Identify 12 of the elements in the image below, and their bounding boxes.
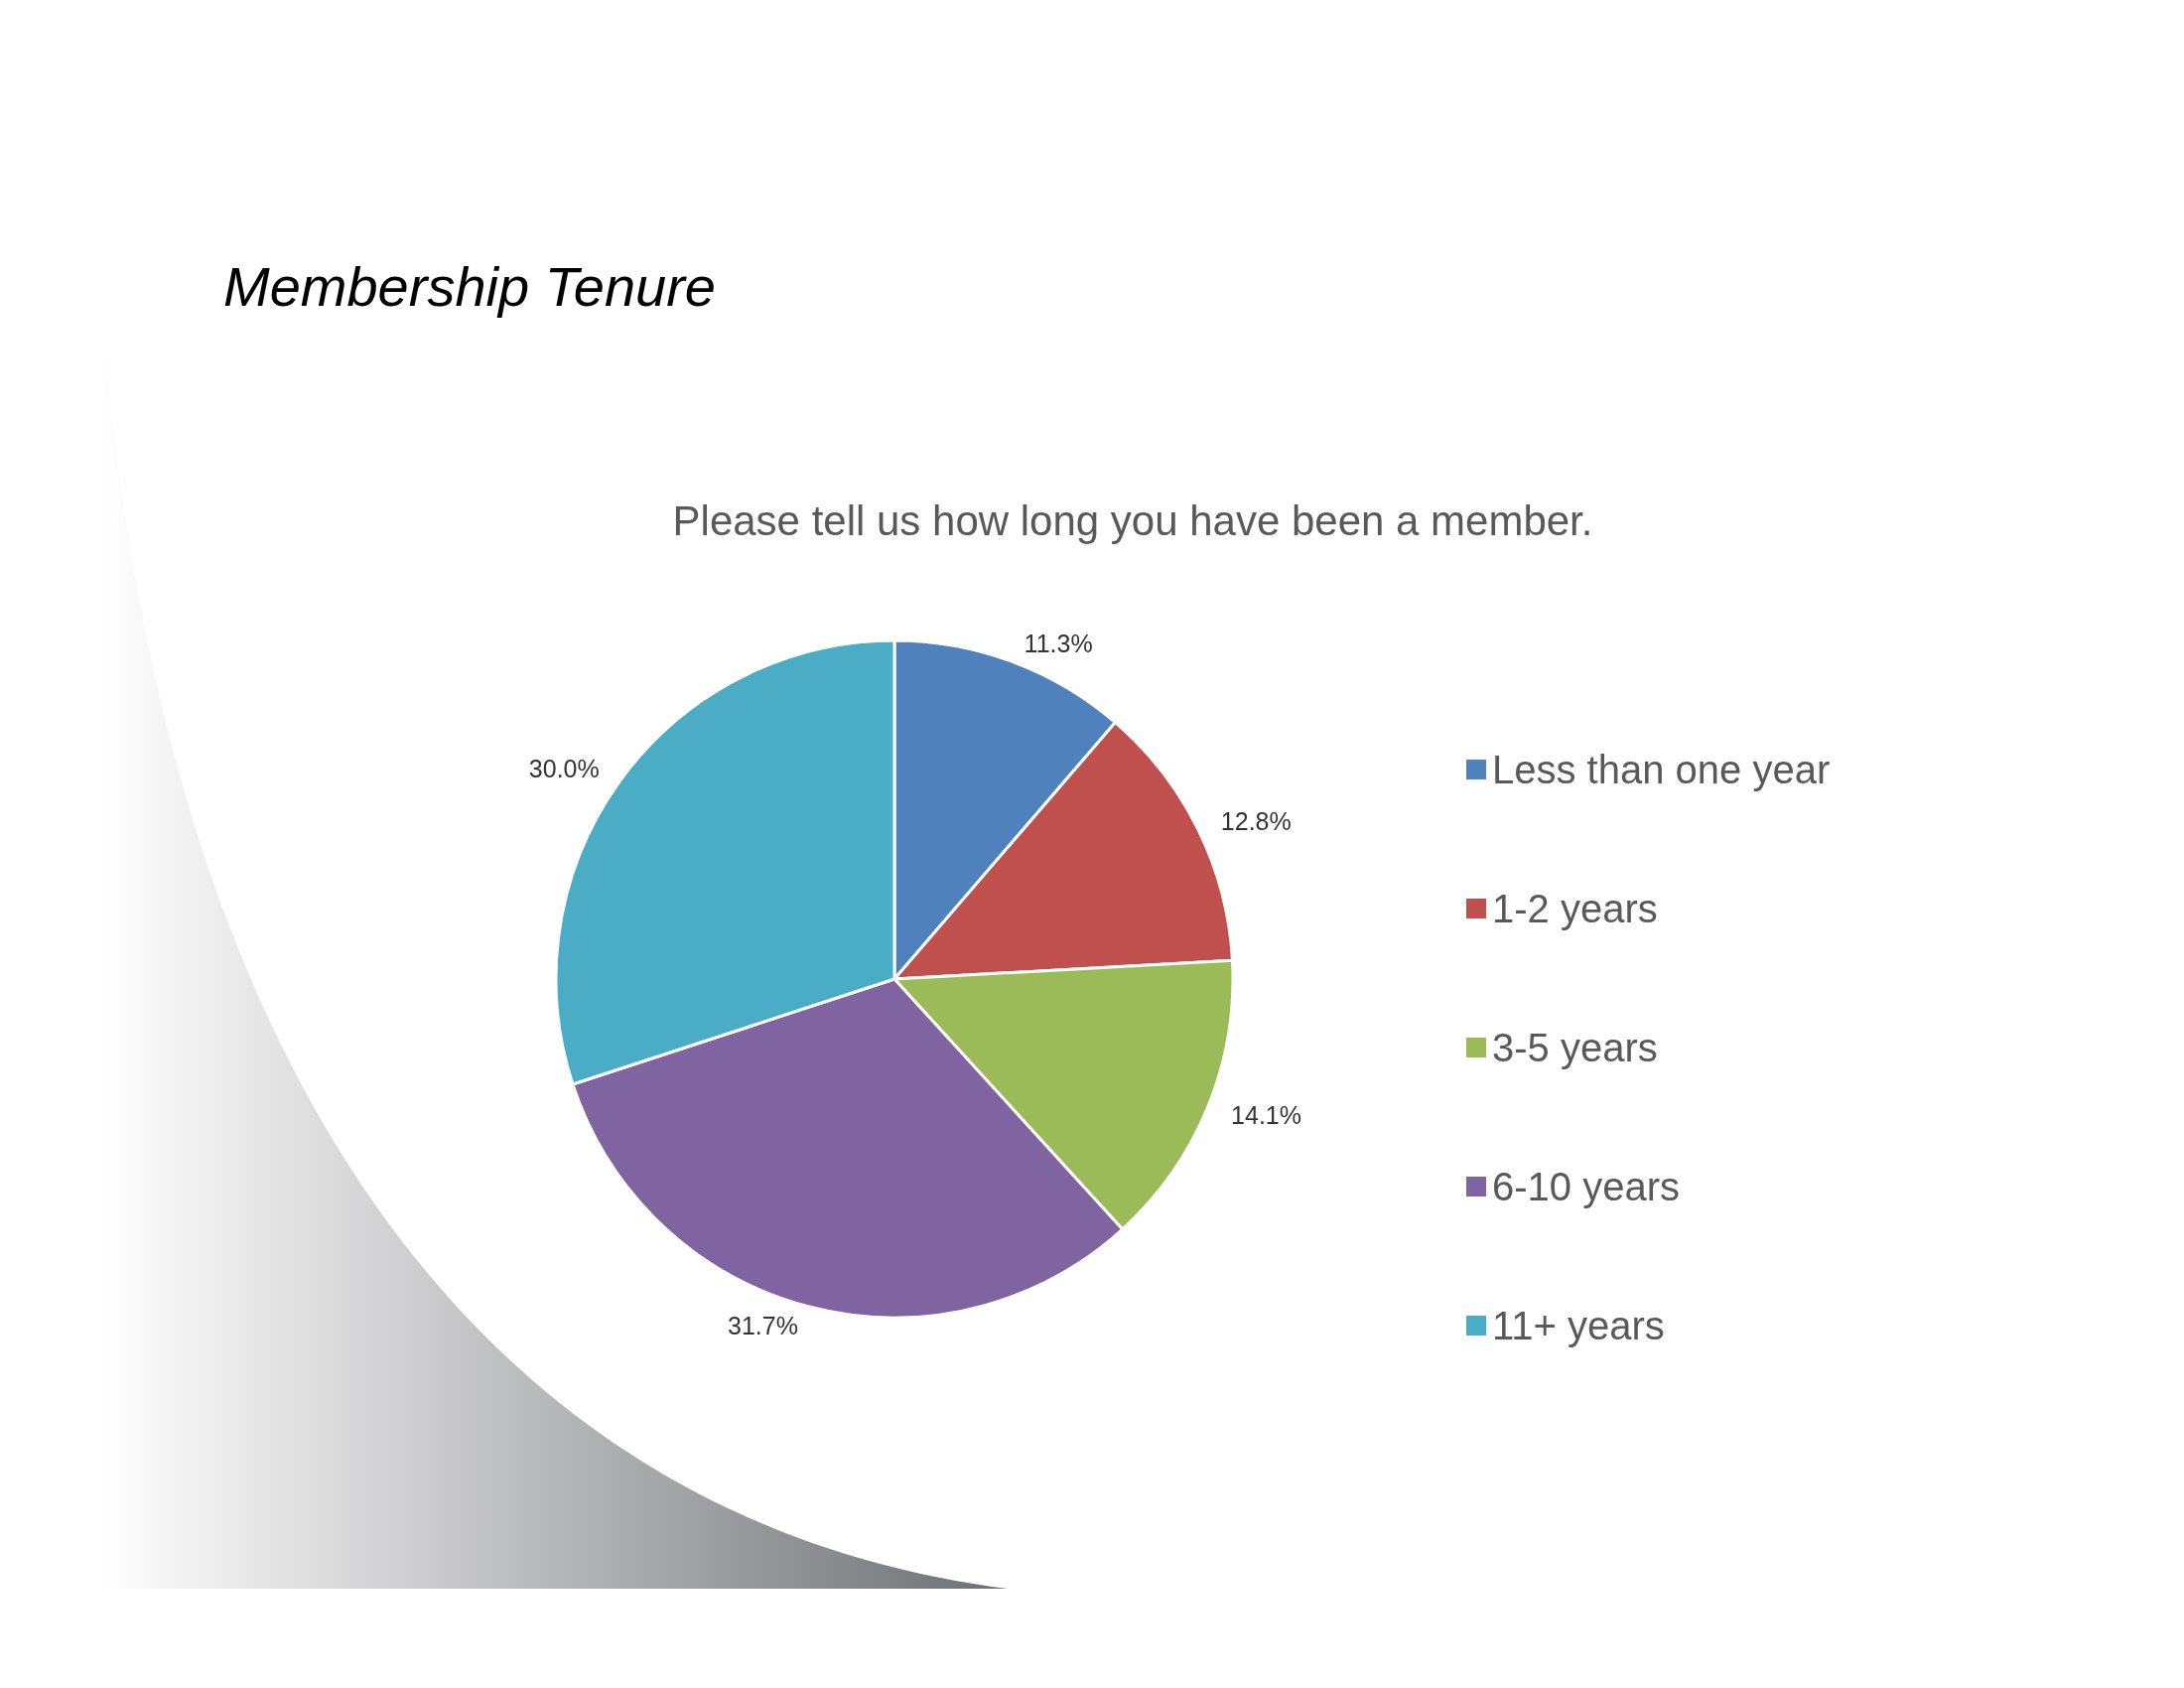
data-label: 14.1% <box>1231 1100 1302 1129</box>
chart-subtitle: Please tell us how long you have been a member. <box>672 496 1593 544</box>
data-label: 12.8% <box>1220 806 1292 835</box>
legend-label: 3-5 years <box>1492 1026 1658 1069</box>
data-label: 11.3% <box>1024 629 1093 657</box>
chart-title: Membership Tenure <box>223 254 716 318</box>
legend-label: Less than one year <box>1492 748 1831 791</box>
legend-label: 11+ years <box>1492 1304 1665 1347</box>
data-label: 30.0% <box>528 755 600 783</box>
legend-label: 6-10 years <box>1492 1165 1680 1208</box>
data-label: 31.7% <box>728 1312 798 1340</box>
legend-label: 1-2 years <box>1492 887 1658 930</box>
